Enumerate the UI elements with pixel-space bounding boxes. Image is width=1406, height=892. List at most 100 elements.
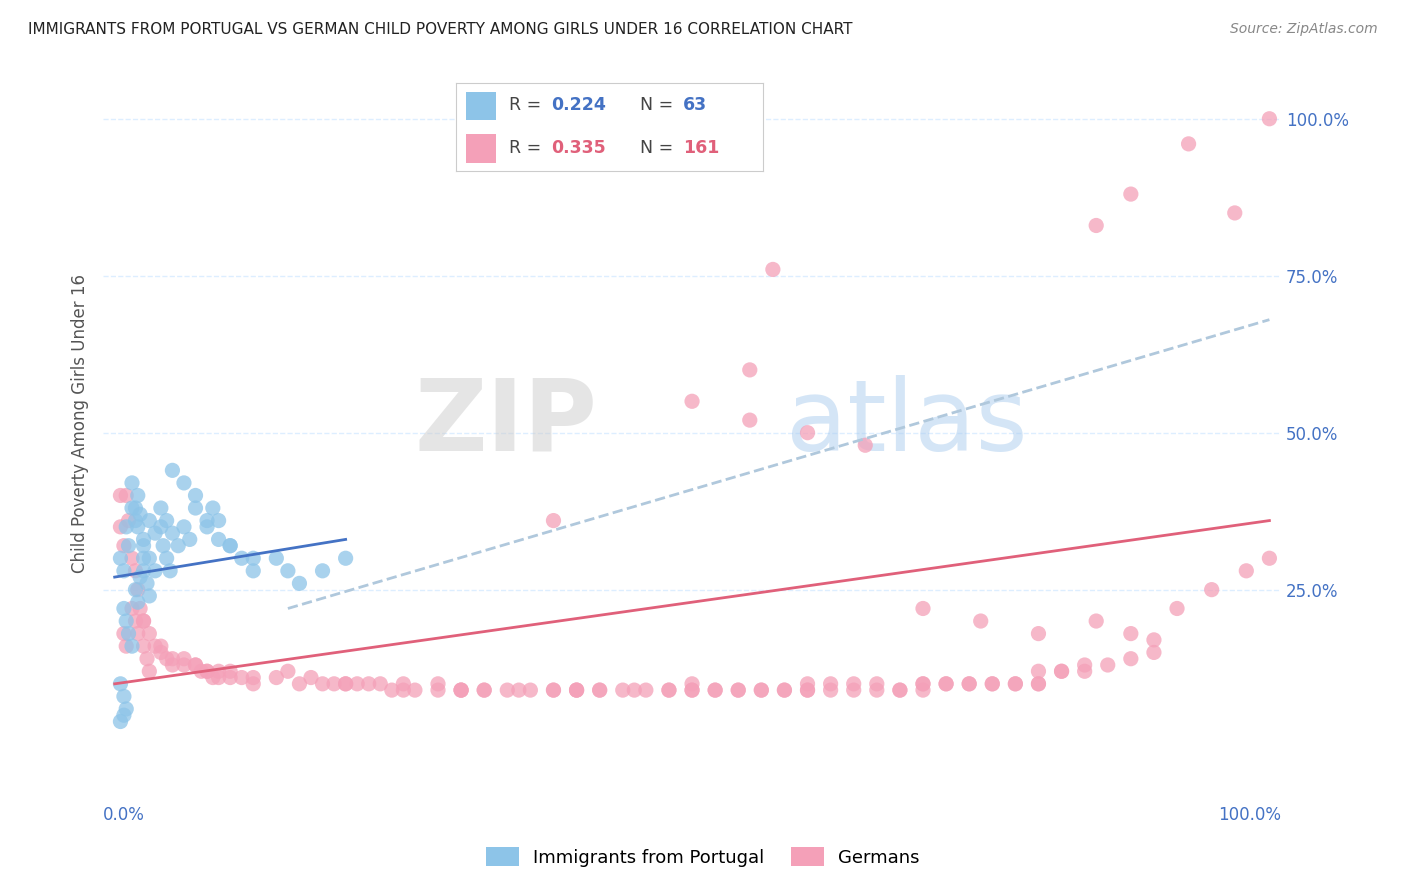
Point (136, 576, 159, 591)
Point (323, 677, 346, 691)
Point (242, 551, 264, 566)
Point (1028, 665, 1050, 679)
Point (1258, 551, 1281, 566)
Point (681, 677, 703, 691)
Point (127, 488, 149, 502)
Point (681, 394, 703, 409)
Point (143, 639, 166, 653)
Point (981, 677, 1004, 691)
Point (132, 564, 155, 578)
Point (427, 683, 450, 698)
Point (121, 639, 143, 653)
Point (658, 683, 681, 698)
Point (115, 488, 138, 502)
Point (121, 501, 143, 516)
Point (749, 683, 772, 698)
Point (970, 614, 993, 628)
Point (1258, 112, 1281, 126)
Point (427, 677, 450, 691)
Point (543, 683, 565, 698)
Point (1050, 665, 1073, 679)
Point (335, 677, 357, 691)
Point (219, 539, 242, 553)
Text: Source: ZipAtlas.com: Source: ZipAtlas.com (1230, 22, 1378, 37)
Point (727, 683, 749, 698)
Point (634, 683, 657, 698)
Point (266, 671, 288, 685)
Point (450, 683, 472, 698)
Point (853, 438, 876, 452)
Point (681, 683, 703, 698)
Point (179, 533, 201, 547)
Point (623, 683, 645, 698)
Point (195, 520, 218, 534)
Point (981, 677, 1004, 691)
Point (124, 514, 146, 528)
Point (288, 677, 311, 691)
Point (911, 683, 934, 698)
Text: 100.0%: 100.0% (1218, 806, 1281, 824)
Point (110, 551, 132, 566)
Point (129, 601, 152, 615)
Point (201, 671, 224, 685)
Point (143, 564, 166, 578)
Point (1223, 206, 1246, 220)
Point (173, 520, 195, 534)
Point (749, 683, 772, 698)
Point (589, 683, 612, 698)
Point (195, 665, 218, 679)
Point (115, 639, 138, 653)
Point (957, 677, 980, 691)
Point (127, 582, 149, 597)
Point (138, 551, 160, 566)
Point (112, 690, 135, 704)
Point (184, 658, 207, 673)
Point (842, 683, 865, 698)
Point (1143, 645, 1166, 659)
Point (1119, 187, 1142, 202)
Point (565, 683, 588, 698)
Point (820, 683, 842, 698)
Point (219, 539, 242, 553)
Point (117, 514, 139, 528)
Point (173, 658, 195, 673)
Point (219, 671, 242, 685)
Point (472, 683, 495, 698)
Point (159, 564, 181, 578)
Point (496, 683, 519, 698)
Point (132, 614, 155, 628)
Point (1177, 136, 1199, 151)
Point (704, 683, 727, 698)
Point (288, 576, 311, 591)
Point (392, 683, 415, 698)
Point (112, 539, 135, 553)
Point (935, 677, 957, 691)
Point (132, 551, 155, 566)
Point (173, 475, 195, 490)
Point (231, 671, 253, 685)
Point (110, 677, 132, 691)
Point (162, 658, 184, 673)
Point (156, 514, 179, 528)
Point (132, 614, 155, 628)
Point (201, 501, 224, 516)
Point (162, 651, 184, 665)
Point (195, 514, 218, 528)
Point (796, 425, 818, 440)
Point (543, 683, 565, 698)
Point (207, 671, 229, 685)
Point (1004, 677, 1026, 691)
Point (129, 570, 152, 584)
Point (138, 665, 160, 679)
Point (866, 683, 889, 698)
Point (299, 671, 322, 685)
Point (149, 501, 172, 516)
Point (658, 683, 681, 698)
Point (681, 683, 703, 698)
Point (219, 665, 242, 679)
Point (277, 665, 299, 679)
Point (773, 683, 796, 698)
Point (184, 658, 207, 673)
Point (156, 551, 179, 566)
Point (911, 677, 934, 691)
